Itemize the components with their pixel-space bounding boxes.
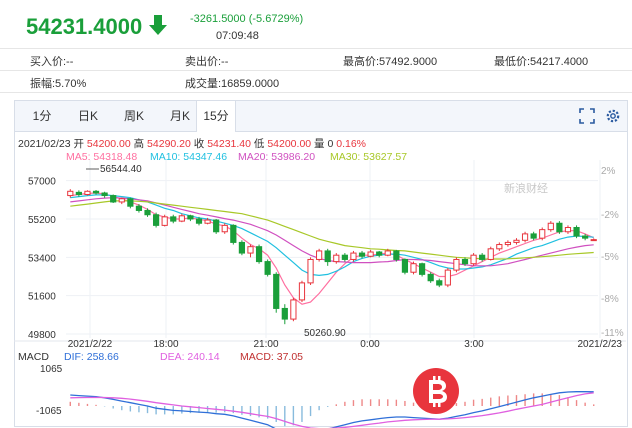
dea-label: DEA: 240.14 [160,351,220,363]
pct-value: 0.16% [336,138,367,150]
tab-daily-k[interactable]: 日K [77,109,98,123]
tab-monthly-k[interactable]: 月K [169,109,190,123]
price-change: -3261.5000 (-5.6729%) [190,13,304,25]
ohlc-readout: 2021/02/23 开 54200.00 高 54290.20 收 54231… [18,136,366,151]
high-label: 高 [133,138,145,150]
tab-weekly-k[interactable]: 周K [123,109,144,123]
quote-header: 54231.4000 -3261.5000 (-5.6729%) 07:09:4… [0,0,632,49]
tab-15min[interactable]: 15分 [196,101,236,132]
low-price: 最低价:54217.4000 [494,56,589,68]
volume: 成交量:16859.0000 [185,78,280,90]
info-row-prices: 买入价:-- 卖出价:-- 最高价:57492.9000 最低价:54217.4… [0,48,632,71]
ohlc-date: 2021/02/23 [18,138,71,150]
period-tabs: 1分 日K 周K 月K 15分 [15,101,627,132]
ma5-label: MA5: 54318.48 [66,151,138,163]
low-label: 低 [253,138,265,150]
bid-price: 买入价:-- [30,56,74,68]
amplitude: 振幅:5.70% [30,78,87,90]
ma20-label: MA20: 53986.20 [238,151,316,163]
bitcoin-logo-icon [413,368,459,414]
tab-1min[interactable]: 1分 [32,109,52,123]
close-value: 54231.40 [207,138,251,150]
vol-label: 量 [314,138,325,150]
settings-icon[interactable] [605,108,621,124]
vol-value: 0 [327,138,334,150]
open-label: 开 [73,138,84,150]
open-value: 54200.00 [86,138,131,150]
dif-label: DIF: 258.66 [64,351,119,363]
high-price: 最高价:57492.9000 [343,56,438,68]
info-row-stats: 振幅:5.70% 成交量:16859.0000 [0,70,632,93]
macd-label: MACD: 37.05 [240,351,304,363]
ma30-label: MA30: 53627.57 [330,151,408,163]
chart-panel: 1分 日K 周K 月K 15分 [14,100,628,427]
close-label: 收 [193,138,205,150]
macd-title: MACD [18,351,49,363]
quote-time: 07:09:48 [216,30,259,42]
down-arrow-icon [149,15,167,35]
current-price: 54231.4000 [26,14,143,39]
high-value: 54290.20 [147,138,191,150]
ask-price: 卖出价:-- [185,56,229,68]
fullscreen-icon[interactable] [579,108,595,124]
ma10-label: MA10: 54347.46 [150,151,228,163]
low-value: 54200.00 [267,138,312,150]
